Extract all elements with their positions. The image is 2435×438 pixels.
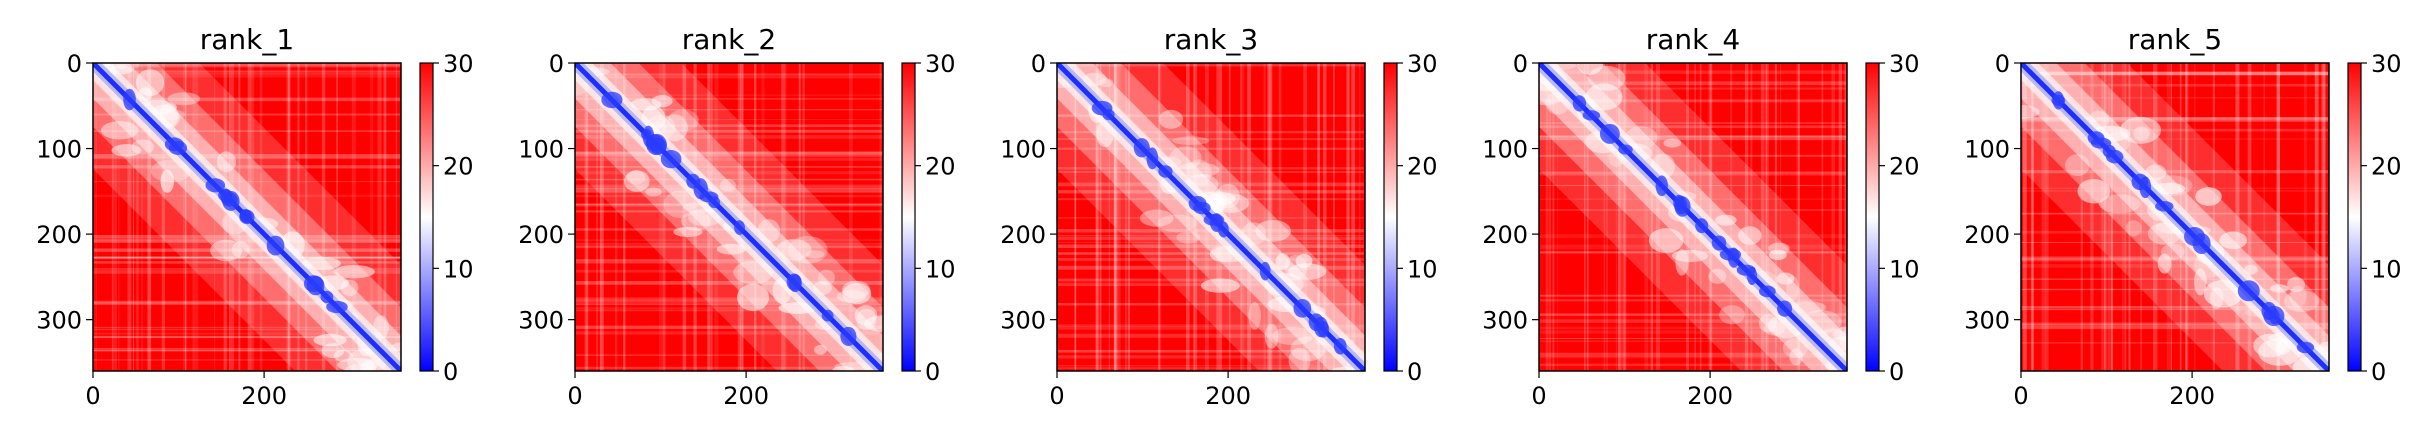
y-tick-label: 300 — [518, 307, 564, 335]
y-tick-label: 0 — [549, 50, 564, 78]
x-tick-label: 200 — [1205, 382, 1251, 410]
x-tick-label: 0 — [85, 382, 100, 410]
colorbar-tick-label: 30 — [443, 50, 474, 78]
subplot-title: rank_3 — [1164, 23, 1258, 56]
heatmap-image — [1057, 63, 1365, 371]
colorbar — [901, 62, 916, 372]
y-tick-label: 0 — [1995, 50, 2010, 78]
heatmap-image — [93, 63, 401, 371]
y-tick-label: 100 — [1482, 136, 1528, 164]
colorbar-tick-label: 20 — [1407, 153, 1438, 181]
subplot-title: rank_1 — [200, 23, 294, 56]
subplot-5: rank_5 0 200 0 100 200 300 0 10 20 30 — [1964, 23, 2401, 410]
subplot-4: rank_4 0 200 0 100 200 300 0 10 20 30 — [1482, 23, 1919, 410]
colorbar-tick-label: 30 — [2371, 50, 2402, 78]
plot-frame — [1056, 62, 1366, 372]
y-tick-label: 200 — [1964, 221, 2010, 249]
colorbar — [2347, 62, 2362, 372]
heatmap-image — [1539, 63, 1847, 371]
y-tick-label: 300 — [36, 307, 82, 335]
colorbar-tick-label: 10 — [1407, 255, 1438, 283]
y-tick-label: 200 — [518, 221, 564, 249]
plot-frame — [1538, 62, 1848, 372]
colorbar-tick-label: 20 — [925, 153, 956, 181]
subplot-title: rank_5 — [2128, 23, 2222, 56]
colorbar-tick-label: 30 — [1407, 50, 1438, 78]
colorbar-tick-label: 0 — [925, 358, 940, 386]
y-tick-label: 200 — [1000, 221, 1046, 249]
y-tick-label: 100 — [518, 136, 564, 164]
colorbar-tick-label: 10 — [2371, 255, 2402, 283]
colorbar-tick-label: 0 — [443, 358, 458, 386]
x-tick-label: 200 — [241, 382, 287, 410]
x-tick-label: 200 — [2169, 382, 2215, 410]
plot-frame — [92, 62, 402, 372]
y-tick-label: 200 — [1482, 221, 1528, 249]
x-tick-label: 200 — [1687, 382, 1733, 410]
colorbar-tick-label: 0 — [1407, 358, 1422, 386]
y-tick-label: 0 — [1513, 50, 1528, 78]
x-tick-label: 0 — [2013, 382, 2028, 410]
heatmap-image — [2021, 63, 2329, 371]
colorbar-tick-label: 20 — [443, 153, 474, 181]
colorbar-tick-label: 20 — [1889, 153, 1920, 181]
y-tick-label: 0 — [1031, 50, 1046, 78]
colorbar — [1383, 62, 1398, 372]
colorbar-tick-label: 10 — [925, 255, 956, 283]
colorbar — [419, 62, 434, 372]
heatmap-image — [575, 63, 883, 371]
y-tick-label: 100 — [1964, 136, 2010, 164]
x-tick-label: 0 — [1531, 382, 1546, 410]
subplot-title: rank_2 — [682, 23, 776, 56]
colorbar-tick-label: 10 — [1889, 255, 1920, 283]
y-tick-label: 100 — [36, 136, 82, 164]
y-tick-label: 0 — [67, 50, 82, 78]
colorbar-tick-label: 30 — [1889, 50, 1920, 78]
x-tick-label: 0 — [1049, 382, 1064, 410]
colorbar-tick-label: 30 — [925, 50, 956, 78]
subplot-2: rank_2 0 200 0 100 200 300 0 10 20 30 — [518, 23, 955, 410]
subplot-title: rank_4 — [1646, 23, 1740, 56]
y-tick-label: 300 — [1000, 307, 1046, 335]
y-tick-label: 200 — [36, 221, 82, 249]
x-tick-label: 200 — [723, 382, 769, 410]
y-tick-label: 300 — [1482, 307, 1528, 335]
x-tick-label: 0 — [567, 382, 582, 410]
colorbar-tick-label: 0 — [1889, 358, 1904, 386]
subplot-3: rank_3 0 200 0 100 200 300 0 10 20 30 — [1000, 23, 1437, 410]
colorbar-tick-label: 0 — [2371, 358, 2386, 386]
colorbar-tick-label: 20 — [2371, 153, 2402, 181]
y-tick-label: 100 — [1000, 136, 1046, 164]
plot-frame — [574, 62, 884, 372]
colorbar — [1865, 62, 1880, 372]
plot-frame — [2020, 62, 2330, 372]
colorbar-tick-label: 10 — [443, 255, 474, 283]
y-tick-label: 300 — [1964, 307, 2010, 335]
subplot-1: rank_1 0 200 0 100 200 300 0 10 20 30 — [36, 23, 473, 410]
